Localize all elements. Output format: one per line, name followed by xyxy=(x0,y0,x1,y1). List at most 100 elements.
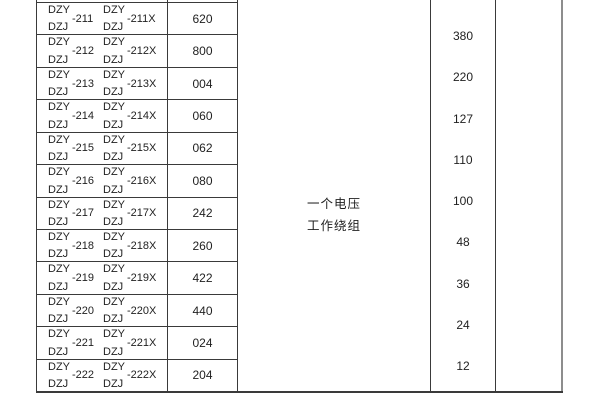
model-cell: DZY DZJ -219 DZY DZJ -219X xyxy=(36,262,167,293)
code-cell: 260 xyxy=(167,230,238,261)
model-group-secondary: DZY DZJ xyxy=(103,199,125,228)
series-label-dzj: DZJ xyxy=(103,86,124,99)
code-value: 080 xyxy=(192,173,213,188)
series-label-dzy: DZY xyxy=(103,360,125,373)
model-number: -211 xyxy=(72,12,94,25)
model-number-x: -212X xyxy=(127,45,157,58)
voltage-value: 100 xyxy=(452,194,474,208)
model-group-secondary: DZY DZJ xyxy=(103,328,125,357)
series-label-dzy: DZY xyxy=(48,230,70,243)
series-label-dzj: DZJ xyxy=(103,151,124,164)
winding-note-line1: 一个电压 xyxy=(306,197,361,211)
series-label-dzj: DZJ xyxy=(48,280,69,293)
series-label-dzy: DZY xyxy=(48,68,70,81)
table-row: DZY DZJ -215 DZY DZJ -215X 062 xyxy=(36,133,238,166)
model-cell: DZY DZJ -213 DZY DZJ -213X xyxy=(36,68,167,99)
series-label-dzj: DZJ xyxy=(103,313,124,326)
voltage-value: 36 xyxy=(456,276,470,291)
series-label-dzy: DZY xyxy=(103,198,125,211)
model-group-primary: DZY DZJ xyxy=(48,296,70,325)
model-number-x: -215X xyxy=(127,142,157,155)
model-group-secondary: DZY DZJ xyxy=(103,4,125,33)
table-row: DZY DZJ -217 DZY DZJ -217X 242 xyxy=(36,198,238,230)
series-label-dzy: DZY xyxy=(103,133,125,146)
series-label-dzy: DZY xyxy=(48,166,70,179)
model-number: -214 xyxy=(72,109,95,122)
series-label-dzj: DZJ xyxy=(103,215,124,228)
series-label-dzj: DZJ xyxy=(103,183,124,196)
code-cell: 062 xyxy=(167,133,238,164)
model-group-secondary: DZY DZJ xyxy=(103,231,125,260)
model-group-secondary: DZY DZJ xyxy=(103,296,125,325)
model-group-secondary: DZY DZJ xyxy=(103,69,125,98)
model-group-primary: DZY DZJ xyxy=(48,101,70,130)
series-label-dzy: DZY xyxy=(48,295,70,308)
series-label-dzy: DZY xyxy=(48,133,70,146)
grid-line-outer-right xyxy=(561,0,563,392)
winding-note-cell: 一个电压 工作绕组 xyxy=(238,0,430,392)
model-number: -213 xyxy=(72,77,95,90)
series-label-dzj: DZJ xyxy=(48,248,69,261)
code-value: 440 xyxy=(192,303,213,318)
code-value: 062 xyxy=(192,141,213,156)
series-label-dzj: DZJ xyxy=(48,183,69,196)
code-value: 260 xyxy=(192,238,213,253)
model-group-primary: DZY DZJ xyxy=(48,361,70,390)
model-number-x: -220X xyxy=(127,304,157,317)
model-number-x: -211X xyxy=(127,12,156,25)
model-group-primary: DZY DZJ xyxy=(48,134,70,163)
voltage-value: 127 xyxy=(452,111,474,126)
series-label-dzj: DZJ xyxy=(48,21,69,34)
code-cell: 080 xyxy=(167,165,238,196)
voltage-value: 48 xyxy=(456,235,470,250)
code-value: 004 xyxy=(192,76,213,91)
table-row: DZY DZJ -221 DZY DZJ -221X 024 xyxy=(36,327,238,360)
series-label-dzy: DZY xyxy=(48,198,70,211)
code-cell: 620 xyxy=(167,3,238,34)
model-number: -218 xyxy=(72,239,95,252)
model-group-secondary: DZY DZJ xyxy=(103,36,125,65)
model-number: -220 xyxy=(72,304,95,317)
series-label-dzj: DZJ xyxy=(48,118,69,131)
model-rows: DZY DZJ -211 DZY DZJ -211X 620 xyxy=(36,2,238,393)
winding-note-line2: 工作绕组 xyxy=(306,219,361,233)
series-label-dzj: DZJ xyxy=(48,313,69,326)
model-group-primary: DZY DZJ xyxy=(48,263,70,292)
table-row: DZY DZJ -219 DZY DZJ -219X 422 xyxy=(36,262,238,295)
series-label-dzy: DZY xyxy=(48,328,70,341)
grid-line-left xyxy=(36,0,37,392)
voltage-value: 110 xyxy=(453,152,473,167)
table-row: DZY DZJ -212 DZY DZJ -212X 800 xyxy=(36,35,238,68)
model-cell: DZY DZJ -222 DZY DZJ -222X xyxy=(36,360,167,391)
table-row: DZY DZJ -220 DZY DZJ -220X 440 xyxy=(36,295,238,328)
code-value: 800 xyxy=(192,44,213,59)
model-group-primary: DZY DZJ xyxy=(48,328,70,357)
series-label-dzj: DZJ xyxy=(103,345,124,358)
code-value: 620 xyxy=(192,11,213,26)
table-row: DZY DZJ -214 DZY DZJ -214X 060 xyxy=(36,100,238,133)
voltage-value: 380 xyxy=(452,29,474,43)
model-number-x: -221X xyxy=(127,336,157,349)
model-number: -212 xyxy=(72,45,95,58)
grid-line-note-right xyxy=(430,0,431,392)
model-number: -222 xyxy=(72,369,95,382)
code-cell: 204 xyxy=(167,360,238,391)
series-label-dzy: DZY xyxy=(103,4,125,16)
model-number: -215 xyxy=(72,142,95,155)
model-cell: DZY DZJ -215 DZY DZJ -215X xyxy=(36,133,167,164)
table-row: DZY DZJ -211 DZY DZJ -211X 620 xyxy=(36,3,238,36)
code-cell: 004 xyxy=(167,68,238,99)
series-label-dzy: DZY xyxy=(48,360,70,373)
model-group-primary: DZY DZJ xyxy=(48,69,70,98)
datasheet-table: DZY DZJ -211 DZY DZJ -211X 620 xyxy=(36,0,564,394)
model-number: -217 xyxy=(72,207,95,220)
series-label-dzj: DZJ xyxy=(103,21,124,34)
code-cell: 024 xyxy=(167,327,238,358)
code-cell: 800 xyxy=(167,35,238,66)
code-cell: 422 xyxy=(167,262,238,293)
series-label-dzy: DZY xyxy=(48,4,70,16)
series-label-dzy: DZY xyxy=(103,36,125,49)
series-label-dzj: DZJ xyxy=(103,280,124,293)
series-label-dzy: DZY xyxy=(103,68,125,81)
series-label-dzj: DZJ xyxy=(48,151,69,164)
